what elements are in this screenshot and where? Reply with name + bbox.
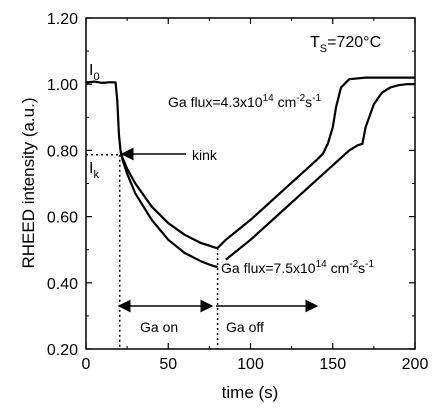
y-tick-label: 0.60 <box>47 210 78 227</box>
kink-label: kink <box>192 147 218 163</box>
x-tick-label: 200 <box>402 356 429 373</box>
temperature-label: TS=720°C <box>310 34 381 55</box>
guide-lines <box>86 153 219 349</box>
x-tick-label: 150 <box>319 356 346 373</box>
flux-low-label: Ga flux=4.3x1014 cm-2s-1 <box>168 93 321 110</box>
y-tick-label: 0.20 <box>47 342 78 359</box>
ik-label: Ik <box>89 160 99 181</box>
series-line-2 <box>216 76 415 249</box>
i0-label: I0 <box>89 62 100 83</box>
x-tick-label: 0 <box>82 356 91 373</box>
y-tick-label: 1.00 <box>47 77 78 94</box>
axis-tick-labels: 0 50 100 150 200 0.20 0.40 0.60 0.80 1.00 1.20 <box>47 11 429 373</box>
data-series <box>85 76 415 268</box>
ga-off-label: Ga off <box>226 319 264 335</box>
y-axis-title: RHEED intensity (a.u.) <box>19 98 38 269</box>
flux-high-label: Ga flux=7.5x1014 cm-2s-1 <box>221 259 374 276</box>
x-tick-label: 50 <box>159 356 177 373</box>
y-tick-label: 0.80 <box>47 143 78 160</box>
x-axis-title: time (s) <box>222 383 279 402</box>
x-tick-label: 100 <box>237 356 264 373</box>
ga-on-label: Ga on <box>140 319 178 335</box>
series-line-4 <box>225 83 415 261</box>
y-tick-label: 0.40 <box>47 276 78 293</box>
y-tick-label: 1.20 <box>47 11 78 28</box>
series-line-3 <box>119 150 218 268</box>
